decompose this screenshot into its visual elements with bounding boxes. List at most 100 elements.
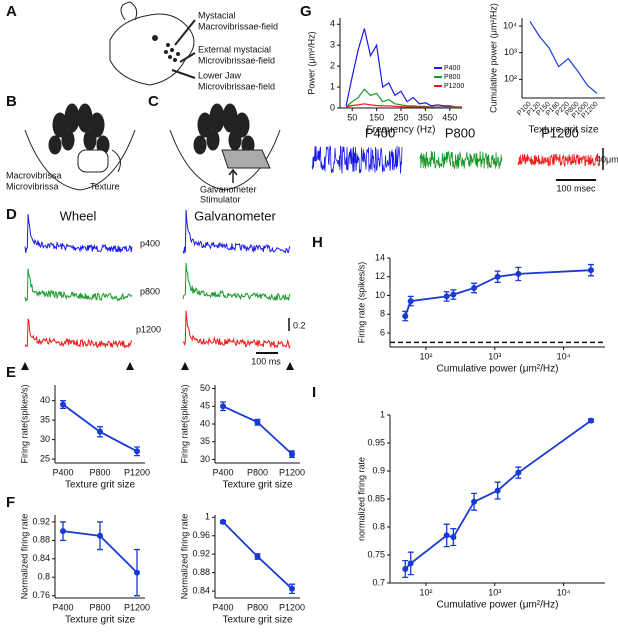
label: Galvanometer: [200, 184, 257, 194]
panel-letter: D: [6, 206, 17, 223]
y-tick-label: 12: [375, 271, 385, 281]
y-tick-label: 0.8: [37, 572, 50, 582]
y-tick-label: 0.92: [192, 549, 210, 559]
marker: [254, 419, 261, 426]
marker: [97, 428, 103, 435]
x-tick-label: 350: [418, 112, 433, 122]
label: Mystacial: [198, 10, 236, 20]
y-tick-label: 10³: [504, 47, 517, 57]
marker: [97, 532, 103, 539]
y-tick-label: 0.88: [32, 535, 50, 545]
y-axis-label: Normalized firing rate: [19, 514, 29, 600]
panel-letter: E: [6, 364, 16, 381]
panel-letter: F: [6, 494, 15, 511]
y-tick-label: 4: [330, 19, 335, 29]
y-tick-label: 30: [200, 454, 210, 464]
x-tick-label: 10³: [488, 587, 501, 597]
panel-letter: A: [6, 3, 17, 20]
y-tick-label: 25: [40, 453, 50, 463]
y-axis-label: Firing rate (spikes/s): [356, 262, 366, 344]
y-axis-label: Normalized firing rate: [179, 514, 189, 600]
marker: [220, 403, 226, 410]
scale-label: 40μm: [596, 154, 618, 164]
scale-label: 100 ms: [251, 356, 281, 366]
series-line: [222, 405, 293, 455]
marker: [471, 498, 478, 505]
marker: [515, 469, 522, 476]
x-tick-label: 10³: [488, 351, 501, 361]
legend-label: P800: [444, 74, 460, 81]
x-tick-label: P1200: [279, 467, 305, 477]
legend-label: P1200: [444, 83, 464, 90]
y-tick-label: 40: [40, 395, 50, 405]
marker: [60, 401, 66, 408]
marker: [254, 553, 261, 560]
x-tick-label: P1200: [279, 602, 305, 612]
marker: [402, 313, 409, 320]
y-axis-label: normalized firing rate: [356, 457, 366, 541]
x-tick-label: 50: [347, 112, 357, 122]
y-tick-label: 35: [40, 414, 50, 424]
marker: [289, 585, 295, 592]
panel-letter: B: [6, 93, 17, 110]
y-tick-label: 1: [330, 81, 335, 91]
series-line: [345, 103, 462, 108]
x-tick-label: 250: [393, 112, 408, 122]
y-tick-label: 14: [375, 252, 385, 262]
x-tick-label: 10²: [419, 587, 432, 597]
x-tick-label: 150: [369, 112, 384, 122]
marker: [587, 267, 594, 274]
y-tick-label: 10: [375, 290, 385, 300]
y-tick-label: 0.88: [192, 567, 210, 577]
label: Macrovibrissae-field: [198, 21, 278, 31]
marker: [134, 448, 140, 455]
y-tick-label: 0.7: [372, 577, 385, 587]
marker: [515, 270, 522, 277]
y-tick-label: 10²: [504, 74, 517, 84]
y-tick-label: 8: [380, 309, 385, 319]
x-tick-label: 10⁴: [557, 587, 571, 597]
series-line: [345, 28, 462, 108]
x-axis-label: Texture grit size: [222, 480, 292, 491]
whisker-trace: [311, 144, 403, 174]
galvanometer-pad: [169, 103, 281, 191]
x-tick-label: 10²: [419, 351, 432, 361]
legend-label: Macrovibrissa: [6, 170, 62, 180]
y-axis-label: Firing rate(spikes/s): [19, 384, 29, 463]
panel-letter: H: [312, 234, 323, 251]
y-tick-label: 0.95: [367, 437, 385, 447]
whisker-trace: [517, 152, 601, 167]
trace-label: P400: [365, 125, 395, 140]
y-tick-label: 10⁴: [503, 20, 517, 30]
series-line: [404, 269, 592, 317]
response-trace: [24, 214, 133, 253]
response-trace: [24, 268, 133, 303]
marker: [471, 284, 478, 291]
x-axis-label: Cumulative power (μm²/Hz): [437, 364, 559, 375]
x-axis-label: Texture grit size: [65, 615, 135, 626]
label: Texture: [90, 181, 120, 191]
scale-label: 100 msec: [556, 183, 596, 193]
legend-label: Microvibrissa: [6, 181, 59, 191]
series-line: [404, 419, 592, 570]
y-tick-label: 0.92: [32, 516, 50, 526]
y-tick-label: 0.96: [192, 530, 210, 540]
x-axis-label: Frequency (Hz): [367, 125, 436, 136]
panel-letter: I: [312, 384, 316, 401]
response-trace: [24, 318, 133, 349]
marker: [443, 532, 450, 539]
y-axis-label: Cumulative power (μm²/Hz): [488, 3, 498, 113]
panel-title: Galvanometer: [194, 208, 276, 223]
y-tick-label: 45: [200, 401, 210, 411]
label: Microvibrissae-field: [198, 81, 275, 91]
y-tick-label: 0.75: [367, 549, 385, 559]
y-tick-label: 0.76: [32, 590, 50, 600]
y-tick-label: 0.8: [372, 521, 385, 531]
x-tick-label: P1200: [124, 602, 150, 612]
response-trace: [182, 310, 291, 350]
x-axis-label: Texture grit size: [65, 480, 135, 491]
y-tick-label: 50: [200, 383, 210, 393]
x-tick-label: P800: [247, 467, 268, 477]
series-line: [529, 20, 598, 94]
